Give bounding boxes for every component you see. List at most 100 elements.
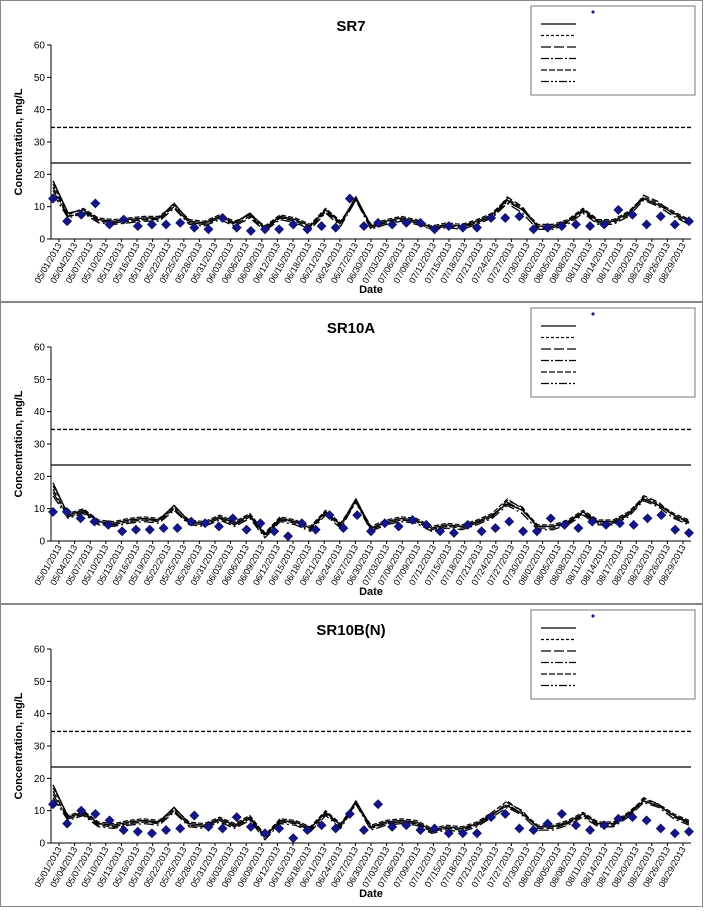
data-point [302, 825, 313, 835]
data-point [217, 823, 228, 834]
data-point [48, 799, 58, 810]
data-point [514, 823, 525, 834]
data-point [490, 523, 501, 533]
data-point [655, 823, 666, 834]
y-tick-label: 20 [34, 774, 46, 785]
x-axis-label: Date [359, 888, 383, 900]
data-point [283, 531, 293, 542]
y-tick-label: 10 [34, 806, 46, 817]
y-tick-label: 20 [34, 472, 46, 483]
data-point [504, 516, 515, 527]
series-line [52, 193, 690, 232]
data-point [571, 820, 581, 831]
data-point [175, 823, 186, 834]
series-line [52, 190, 690, 231]
data-point [62, 818, 73, 829]
data-point [132, 221, 143, 231]
data-point [531, 526, 542, 537]
y-tick-label: 20 [34, 170, 46, 181]
y-tick-label: 0 [39, 235, 45, 246]
data-point [435, 526, 446, 537]
data-point [641, 815, 652, 826]
data-point [599, 820, 610, 831]
data-point [669, 219, 680, 230]
data-point [518, 526, 529, 537]
data-point [500, 808, 511, 819]
data-point [330, 823, 341, 834]
data-point [189, 222, 200, 233]
data-point [161, 825, 171, 835]
y-tick-label: 50 [34, 73, 46, 84]
data-point [443, 828, 454, 839]
x-axis-label: Date [359, 284, 383, 296]
data-point [203, 821, 214, 832]
data-point [585, 825, 595, 835]
legend-box [530, 609, 696, 700]
data-point [462, 519, 473, 530]
data-point [373, 799, 383, 810]
data-point [628, 519, 639, 530]
data-point [486, 213, 497, 223]
data-point [189, 810, 200, 821]
data-point [217, 213, 228, 223]
data-point [90, 198, 101, 209]
series-line [52, 183, 690, 227]
data-point [542, 222, 553, 233]
legend-marker-samples [591, 312, 595, 316]
data-point [288, 219, 299, 230]
data-point [103, 519, 114, 530]
data-point [231, 812, 242, 823]
data-point [401, 217, 412, 228]
data-point [387, 821, 398, 832]
data-point [296, 518, 307, 529]
chart-title: SR10B(N) [316, 622, 385, 639]
data-point [302, 224, 313, 235]
data-point [514, 211, 525, 222]
data-point [61, 506, 72, 517]
legend [530, 609, 696, 700]
data-point [559, 519, 570, 530]
y-tick-label: 10 [34, 504, 46, 515]
data-point [324, 510, 335, 521]
data-point [76, 209, 87, 220]
data-point [571, 219, 581, 230]
data-point [613, 204, 624, 215]
data-point [379, 518, 390, 529]
y-tick-label: 30 [34, 440, 46, 451]
legend-marker-samples [591, 10, 595, 14]
series-line [52, 790, 690, 840]
data-point [344, 808, 355, 819]
data-point [260, 224, 270, 235]
data-point [255, 518, 266, 529]
data-point [415, 217, 426, 228]
data-point [500, 213, 511, 223]
legend-box [530, 307, 696, 398]
legend [530, 5, 696, 96]
y-tick-label: 0 [39, 537, 45, 548]
data-point [684, 216, 694, 227]
data-point [457, 222, 468, 233]
data-point [231, 222, 242, 233]
data-point [227, 513, 238, 524]
data-point [669, 828, 680, 839]
data-point [147, 219, 157, 230]
chart-panel-sr10a: SR10A 0 10 20 30 40 50 60 Concentration, mg/L Dat… [0, 302, 703, 604]
data-point [75, 513, 86, 524]
data-point [545, 513, 556, 524]
data-point [415, 825, 426, 835]
data-point [89, 516, 100, 527]
data-point [316, 221, 327, 231]
data-point [241, 524, 252, 535]
data-point [338, 523, 349, 533]
data-point [429, 224, 440, 235]
data-point [556, 221, 567, 231]
data-point [260, 828, 270, 839]
data-point [161, 219, 171, 230]
chart-panel-sr7: SR7 0 10 20 30 40 50 60 Concentration, mg/L Date 0… [0, 0, 703, 302]
data-point [118, 825, 129, 835]
y-tick-label: 0 [39, 839, 45, 850]
data-point [601, 519, 611, 530]
data-point [684, 826, 694, 837]
data-point [429, 823, 440, 834]
